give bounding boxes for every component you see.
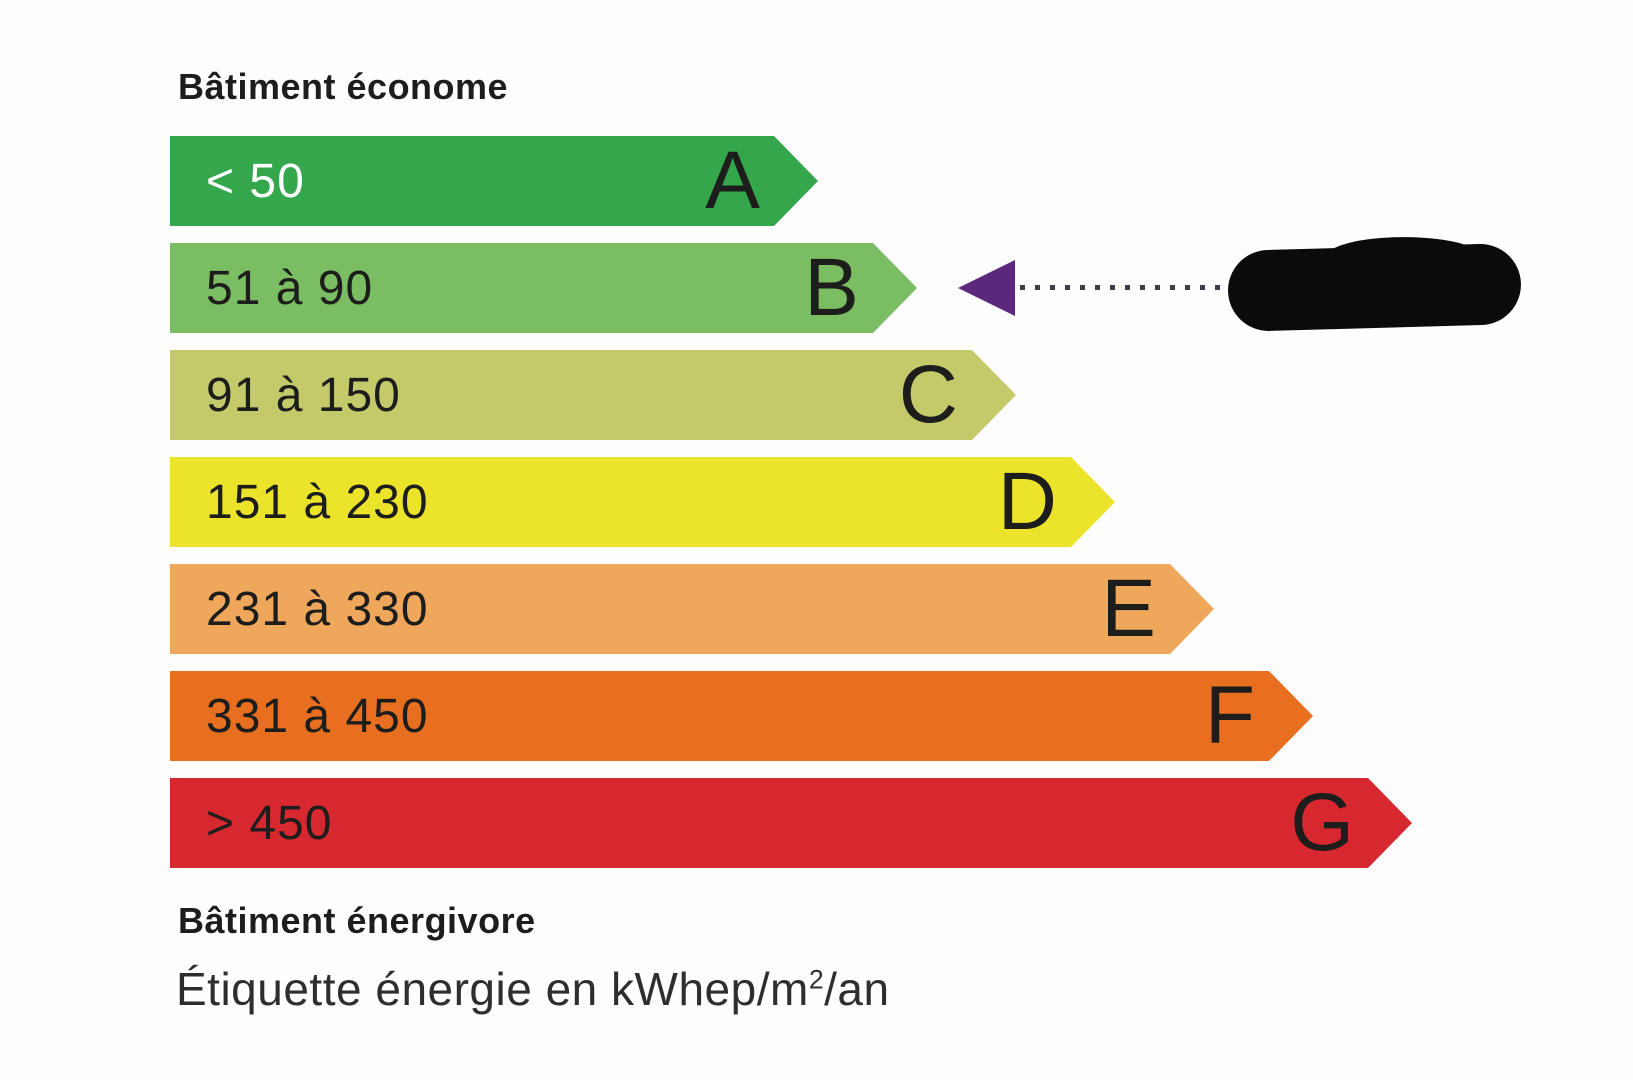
bar-class-letter: G <box>1290 777 1354 868</box>
bar-range-label: < 50 <box>206 154 305 208</box>
energy-class-bar: 231 à 330 E <box>170 564 1214 654</box>
bar-range-label: 231 à 330 <box>206 582 429 636</box>
energy-class-bar: > 450 G <box>170 778 1412 868</box>
energy-class-bar: 51 à 90 B <box>170 243 917 333</box>
caption-text-suffix: /an <box>824 963 890 1015</box>
bar-class-letter: D <box>997 456 1057 547</box>
energy-class-bar: 151 à 230 D <box>170 457 1115 547</box>
energy-class-bar: 331 à 450 F <box>170 671 1313 761</box>
bar-range-label: 51 à 90 <box>206 261 374 315</box>
bar-class-letter: E <box>1101 563 1156 654</box>
indicator-dotted-line <box>1020 285 1225 290</box>
bar-class-letter: F <box>1204 670 1255 761</box>
bar-range-label: > 450 <box>206 796 333 850</box>
bar-range-label: 151 à 230 <box>206 475 429 529</box>
bar-class-letter: C <box>898 349 958 440</box>
bar-range-label: 91 à 150 <box>206 368 401 422</box>
energy-class-bar: < 50 A <box>170 136 818 226</box>
caption-text: Étiquette énergie en kWhep/m <box>176 963 809 1015</box>
bar-class-letter: A <box>705 135 760 226</box>
energy-label-caption: Étiquette énergie en kWhep/m2/an <box>176 962 890 1016</box>
energy-guzzling-building-label: Bâtiment énergivore <box>178 900 536 941</box>
bar-class-letter: B <box>804 242 859 333</box>
energy-class-bar: 91 à 150 C <box>170 350 1016 440</box>
redacted-value-blob <box>1226 242 1523 333</box>
bar-range-label: 331 à 450 <box>206 689 429 743</box>
selected-class-arrow-icon <box>958 260 1015 316</box>
caption-superscript: 2 <box>808 964 825 995</box>
economical-building-label: Bâtiment économe <box>178 66 509 107</box>
